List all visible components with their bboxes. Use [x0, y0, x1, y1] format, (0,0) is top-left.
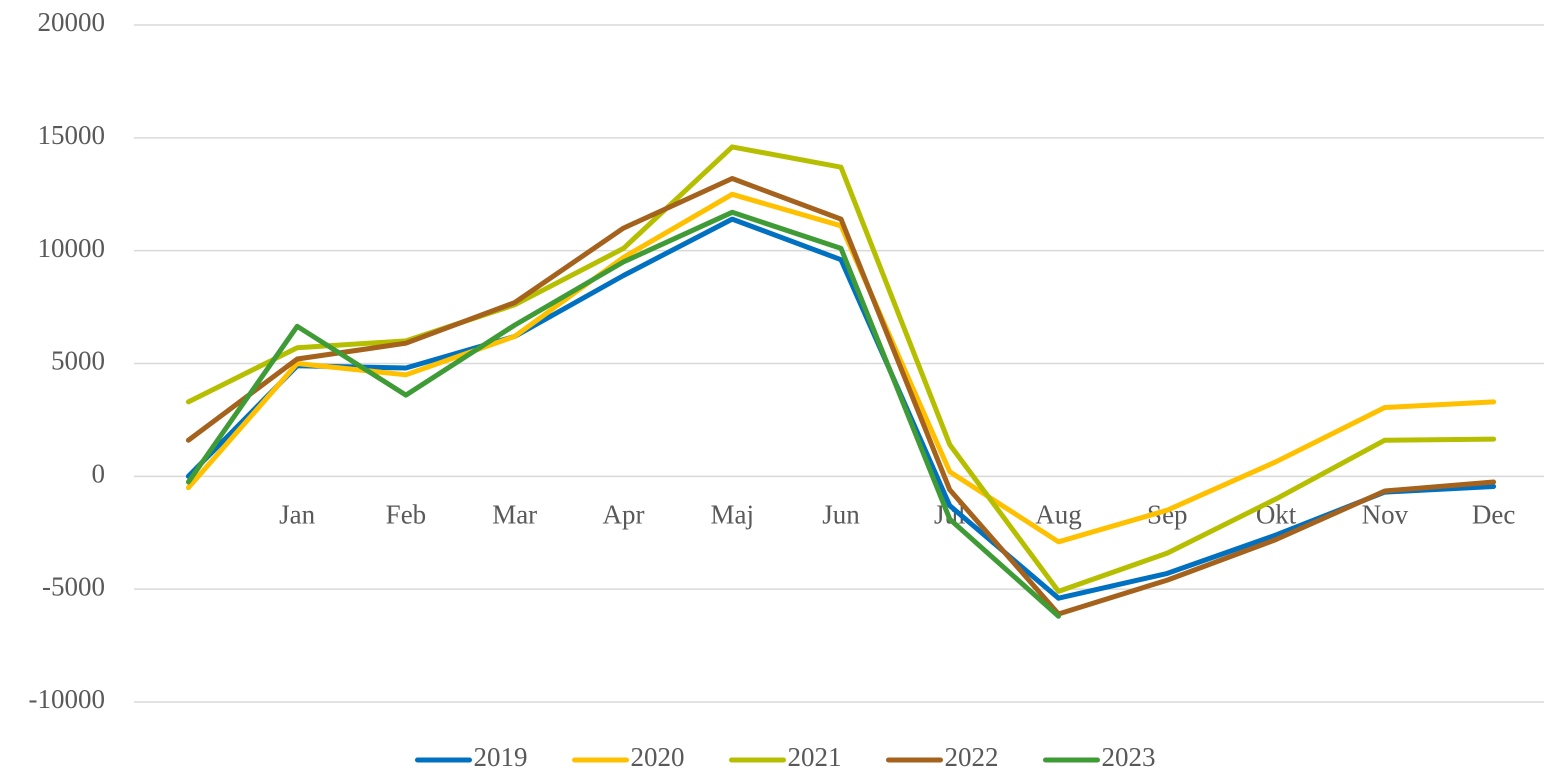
y-tick-label: -10000	[29, 684, 106, 714]
x-tick-label: Jun	[822, 500, 860, 530]
legend-label: 2019	[474, 742, 528, 772]
legend-label: 2022	[945, 742, 999, 772]
x-tick-label: Apr	[602, 500, 644, 530]
y-tick-label: 20000	[38, 7, 106, 37]
series-line	[185, 176, 1497, 617]
legend-label: 2023	[1102, 742, 1156, 772]
x-tick-label: Jan	[279, 500, 315, 530]
x-tick-label: Dec	[1472, 500, 1515, 530]
x-tick-label: Feb	[386, 500, 427, 530]
x-tick-label: Mar	[492, 500, 537, 530]
y-tick-label: 5000	[51, 346, 105, 376]
y-tick-label: 0	[92, 459, 106, 489]
legend-label: 2020	[631, 742, 685, 772]
series-line	[185, 216, 1497, 601]
series-line	[185, 209, 1061, 619]
x-tick-label: Nov	[1362, 500, 1409, 530]
x-tick-label: Aug	[1035, 500, 1082, 530]
y-tick-label: -5000	[42, 571, 105, 601]
y-tick-label: 10000	[38, 233, 106, 263]
legend-label: 2021	[788, 742, 842, 772]
y-tick-label: 15000	[38, 120, 106, 150]
x-tick-label: Maj	[710, 500, 754, 530]
